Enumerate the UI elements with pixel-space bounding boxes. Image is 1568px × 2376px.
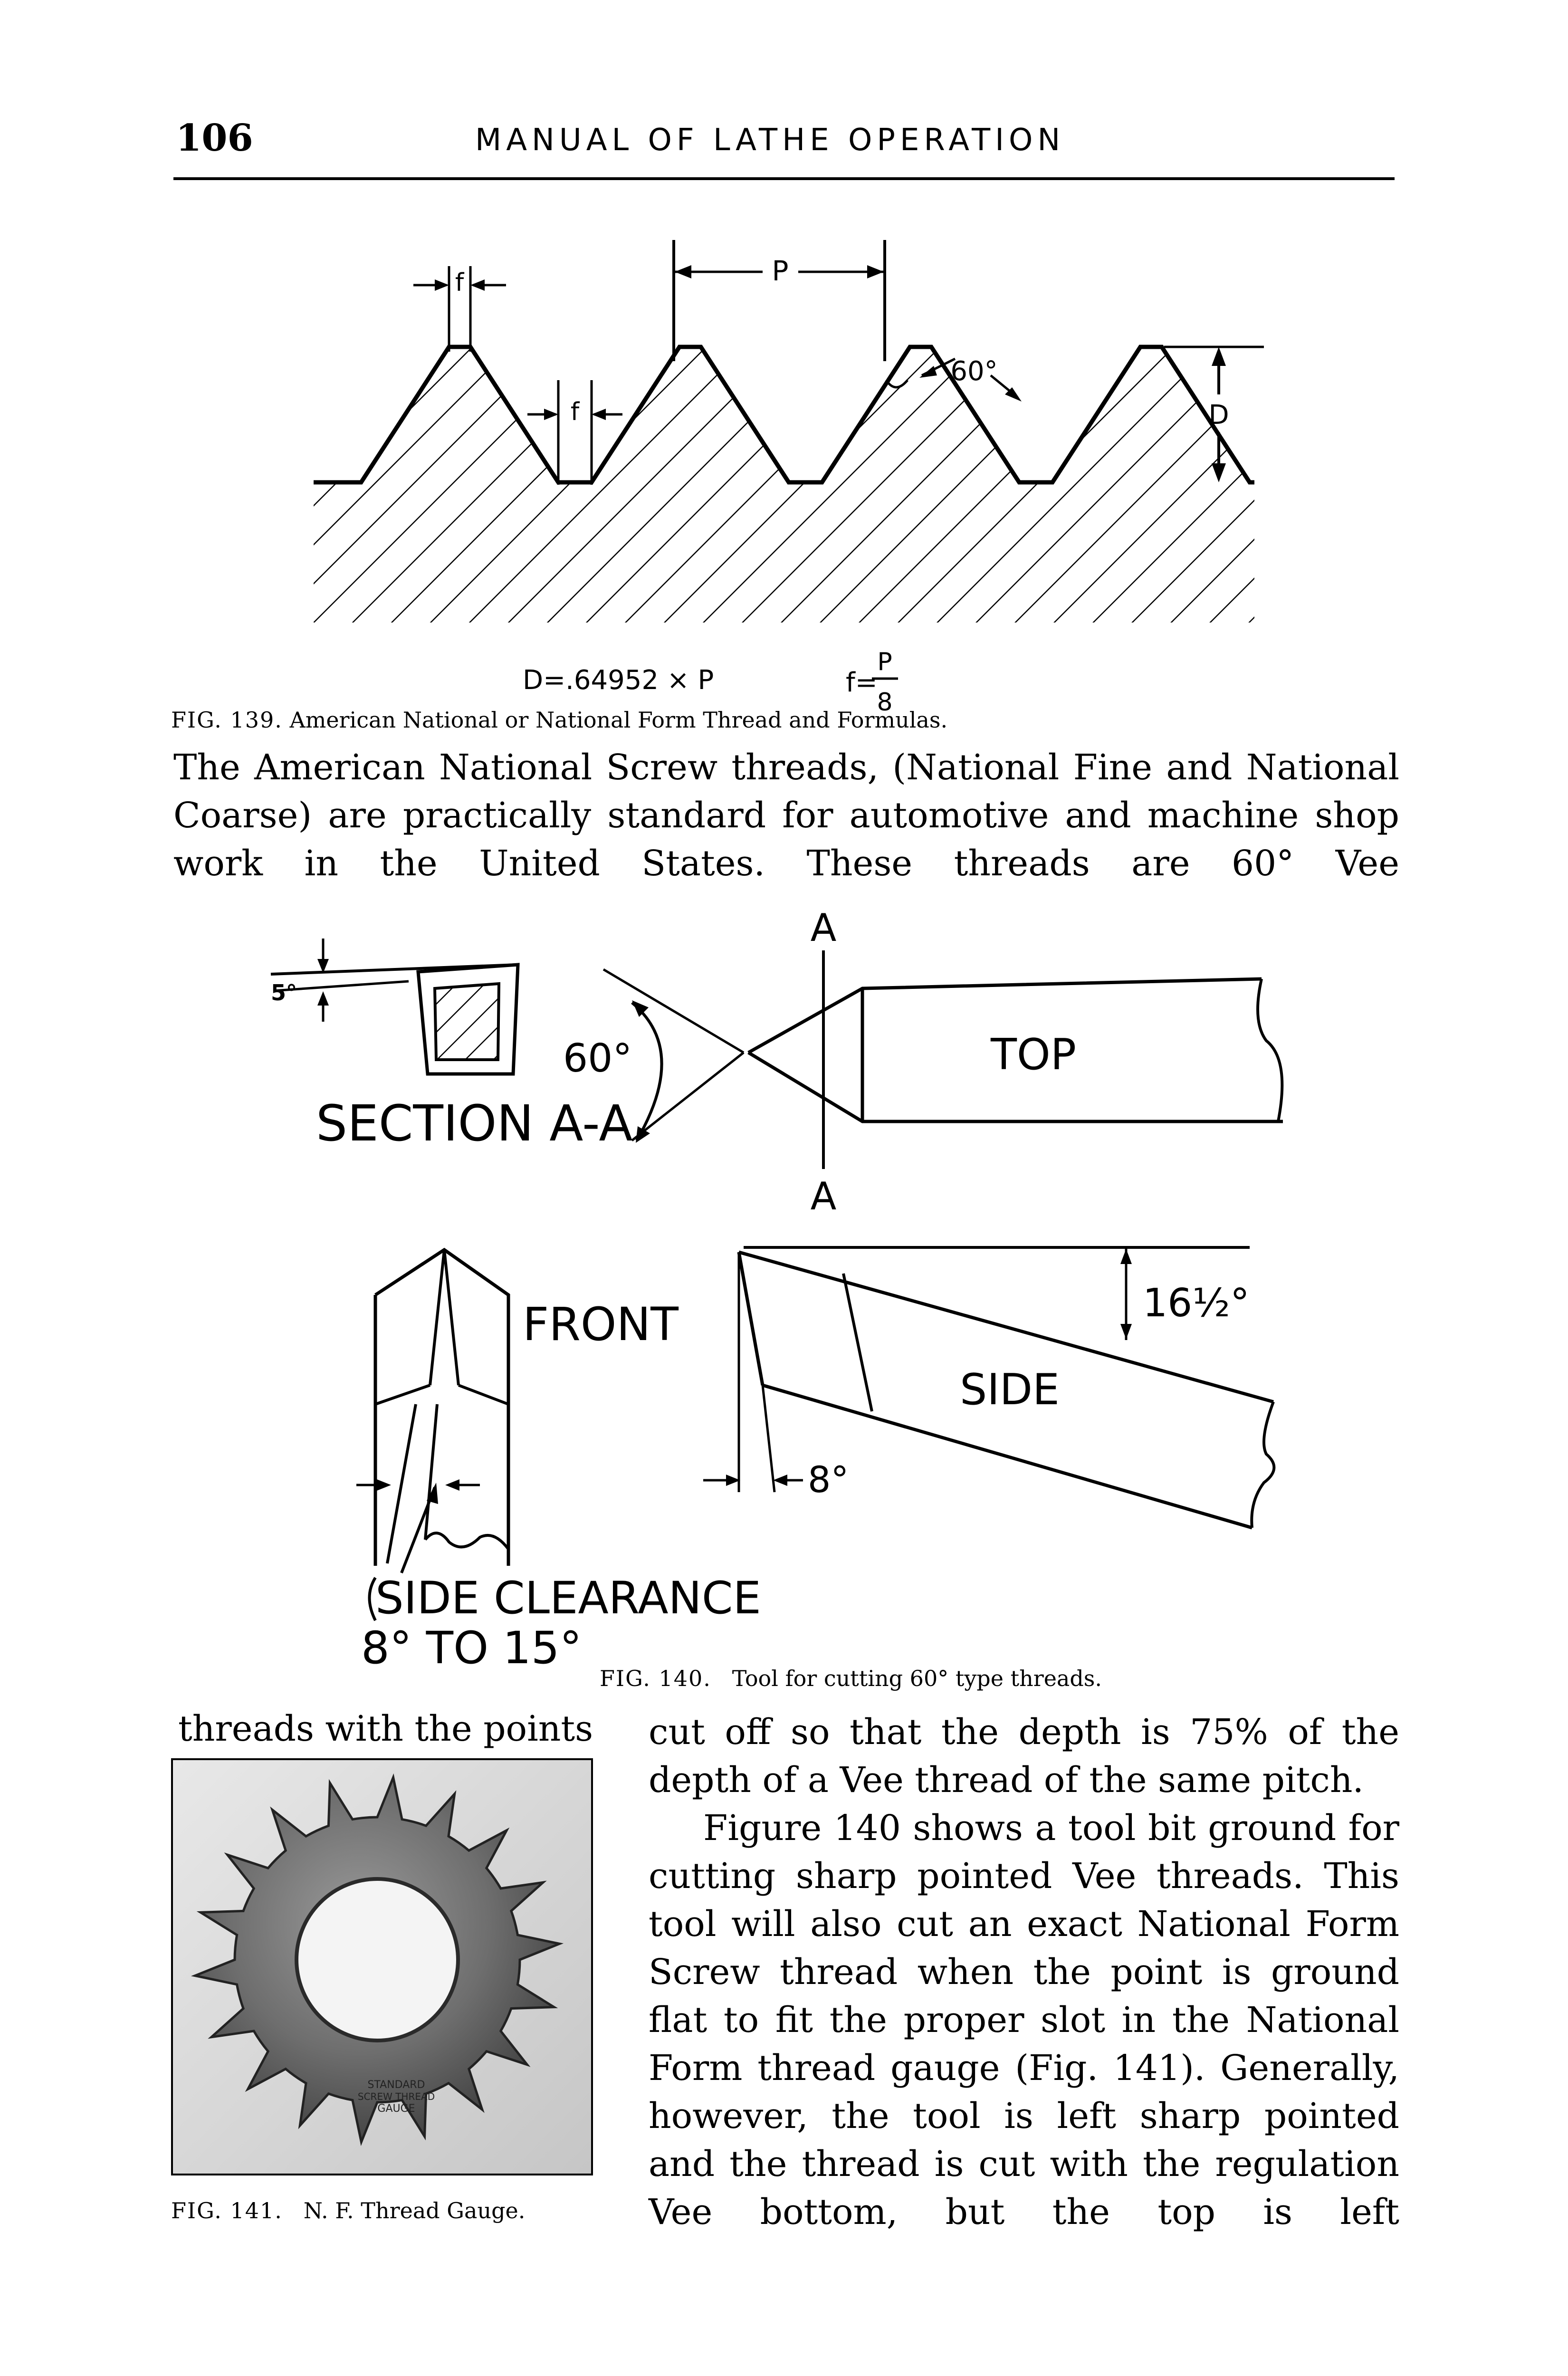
clearance-range-label: 8° TO 15° [361,1622,582,1674]
fig139-caption-text: American National or National Form Threa… [289,707,948,733]
gauge-text-line-3: GAUGE [377,2103,415,2115]
gauge-center-hole [295,1877,460,2042]
angle-16-label: 16½° [1143,1281,1250,1326]
fig139-thread-diagram: f f P 60° D D=.64952 × P f= P [314,240,1264,717]
angle-60-label: 60° [950,356,997,387]
a-top-label: A [811,906,837,950]
f-bottom-label: f [571,398,580,426]
fig140-caption-label: FIG. 140. [600,1666,711,1691]
fig141-caption-text: N. F. Thread Gauge. [303,2198,526,2223]
gauge-text-line-1: STANDARD [367,2079,425,2091]
depth-label: D [1208,400,1229,431]
paragraph-continued: cut off so that the depth is 75% of the … [649,1712,1399,1801]
fig141-gauge-photo: STANDARD SCREW THREAD GAUGE [171,1758,593,2175]
a-bottom-label: A [811,1174,837,1218]
fig139-caption-label: FIG. 139. [171,707,283,733]
angle-5-label: 5° [271,980,297,1006]
f-top-label: f [455,268,465,297]
angle-8-label: 8° [808,1458,849,1501]
paragraph-intro: The American National Screw threads, (Na… [173,747,1399,884]
thread-gauge-image: STANDARD SCREW THREAD GAUGE [173,1760,591,2174]
side-view-label: SIDE [960,1365,1060,1415]
text-line-left: threads with the points [178,1708,593,1749]
right-column-text: cut off so that the depth is 75% of the … [649,1708,1399,2236]
top-view-label: TOP [990,1030,1076,1080]
header-rule [173,177,1395,180]
fig140-tool-diagram: 5° SECTION A-A 60° A A TOP FRO [270,906,1284,1674]
formula-f-denominator: 8 [877,688,892,717]
formula-f-lhs: f= [846,667,878,698]
formula-depth: D=.64952 × P [523,665,714,696]
side-clearance-label: SIDE CLEARANCE [375,1572,761,1624]
fig141-caption-label: FIG. 141. [171,2198,283,2223]
fig141-caption: FIG. 141. N. F. Thread Gauge. [171,2198,525,2223]
paragraph-fig140: Figure 140 shows a tool bit ground for c… [649,1808,1399,2232]
formula-f-numerator: P [877,648,892,676]
section-aa-label: SECTION A-A [316,1094,633,1152]
front-view-label: FRONT [523,1298,679,1351]
pitch-label: P [772,255,789,287]
fig140-caption-text: Tool for cutting 60° type threads. [732,1666,1102,1691]
angle-60-tool-label: 60° [563,1036,632,1081]
running-head: MANUAL OF LATHE OPERATION [475,123,1065,158]
fig139-caption: FIG. 139. American National or National … [171,707,947,733]
gauge-text-line-2: SCREW THREAD [358,2091,435,2102]
thread-profile-line [314,345,1254,485]
page-number: 106 [176,116,253,160]
fig140-caption: FIG. 140. Tool for cutting 60° type thre… [600,1666,1102,1691]
